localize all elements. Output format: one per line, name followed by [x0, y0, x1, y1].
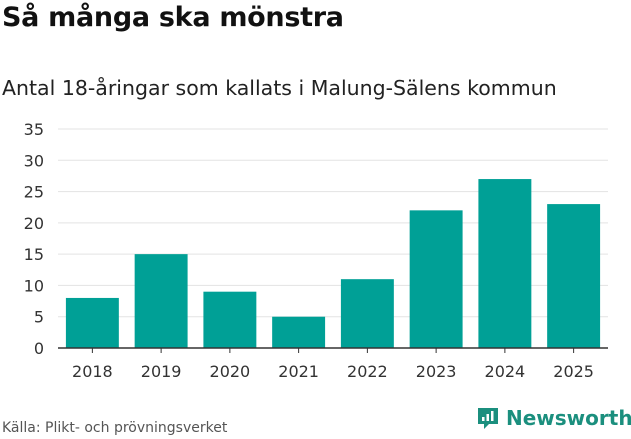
bar-2021	[272, 316, 326, 348]
bar-2019	[134, 254, 188, 348]
newsworthy-logo-icon	[478, 408, 498, 429]
x-tick-label: 2022	[347, 362, 388, 381]
x-tick-label: 2025	[553, 362, 594, 381]
y-tick-label: 5	[34, 308, 44, 327]
newsworthy-logo: Newsworthy	[476, 406, 631, 430]
x-tick-label: 2023	[416, 362, 457, 381]
chart-title: Så många ska mönstra	[2, 2, 344, 33]
bar-2018	[65, 297, 119, 348]
bar-2024	[478, 179, 532, 348]
y-tick-labels: 0 5 10 15 20 25 30 35	[24, 120, 44, 358]
bars	[65, 179, 601, 348]
y-tick-label: 15	[24, 245, 44, 264]
x-tick-label: 2020	[210, 362, 251, 381]
x-tick-labels: 2018 2019 2020 2021 2022 2023 2024 2025	[72, 348, 594, 381]
brand-name: Newsworthy	[506, 406, 631, 430]
x-tick-label: 2019	[141, 362, 182, 381]
y-tick-label: 30	[24, 151, 44, 170]
x-tick-label: 2024	[485, 362, 526, 381]
y-tick-label: 10	[24, 276, 44, 295]
y-tick-label: 20	[24, 214, 44, 233]
y-tick-label: 0	[34, 339, 44, 358]
y-tick-label: 25	[24, 183, 44, 202]
bar-2023	[409, 210, 463, 348]
chart-subtitle: Antal 18-åringar som kallats i Malung-Sä…	[2, 76, 557, 100]
x-tick-label: 2018	[72, 362, 113, 381]
bar-2022	[340, 279, 394, 348]
y-tick-label: 35	[24, 120, 44, 139]
bar-2020	[203, 291, 257, 348]
source-note: Källa: Plikt- och prövningsverket	[2, 420, 228, 436]
x-tick-label: 2021	[278, 362, 319, 381]
bar-2025	[547, 204, 601, 348]
